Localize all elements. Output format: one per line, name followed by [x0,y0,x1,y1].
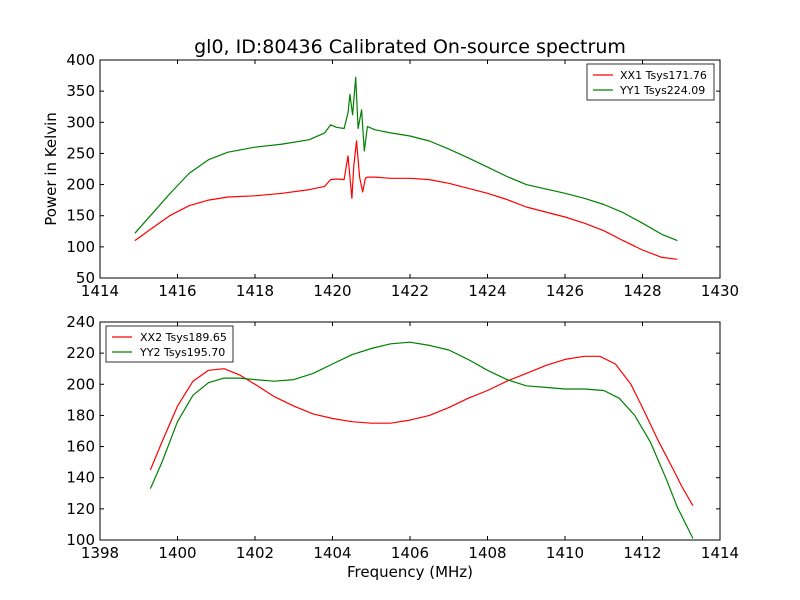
y-tick-label: 160 [66,438,95,456]
x-axis-label: Frequency (MHz) [347,563,473,581]
x-tick-label: 1412 [623,544,661,562]
top-legend-box [586,63,715,101]
y-tick-label: 100 [66,531,95,549]
bottom-plot-ticks: 1398 1400 1402 1404 1406 1408 1410 1412 1414 100 1… [66,313,739,562]
x-tick-label: 1402 [236,544,274,562]
x-tick-label: 1406 [391,544,429,562]
y-tick-label: 200 [66,176,95,194]
series-line-bottom-0 [149,355,694,506]
x-tick-label: 1404 [313,544,351,562]
y-tick-label: 100 [66,238,95,256]
y-tick-label: 200 [66,375,95,393]
y-tick-label: 50 [76,269,95,287]
top-plot-ticks: 1414 1416 1418 1420 1422 1424 1426 1428 1430 50 10… [66,51,739,300]
y-axis-label: Power in Kelvin [42,112,60,226]
x-tick-label: 1430 [701,282,739,300]
y-tick-label: 120 [66,500,95,518]
x-tick-label: 1414 [701,544,739,562]
y-tick-label: 150 [66,207,95,225]
x-tick-label: 1422 [391,282,429,300]
y-tick-label: 300 [66,113,95,131]
y-tick-label: 140 [66,469,95,487]
bottom-legend-label-yy2: YY2 Tsys195.70 [139,346,225,359]
x-tick-label: 1408 [468,544,506,562]
x-tick-label: 1418 [236,282,274,300]
series-line-top-1 [134,76,678,242]
y-tick-label: 240 [66,313,95,331]
x-tick-label: 1410 [546,544,584,562]
top-plot-series [134,76,678,260]
top-legend-label-xx1: XX1 Tsys171.76 [620,69,707,82]
y-tick-label: 220 [66,344,95,362]
top-plot: 1414 1416 1418 1420 1422 1424 1426 1428 1430 50 10… [66,51,739,300]
series-line-bottom-1 [149,341,694,539]
x-tick-label: 1428 [623,282,661,300]
x-tick-label: 1416 [158,282,196,300]
bottom-plot: 1398 1400 1402 1404 1406 1408 1410 1412 1414 100 1… [66,313,739,562]
bottom-plot-series [149,341,694,539]
x-tick-label: 1420 [313,282,351,300]
figure-title: gl0, ID:80436 Calibrated On-source spect… [194,36,626,58]
x-tick-label: 1400 [158,544,196,562]
y-tick-label: 250 [66,144,95,162]
y-tick-label: 350 [66,82,95,100]
top-plot-legend: XX1 Tsys171.76 YY1 Tsys224.09 [586,63,715,101]
bottom-plot-legend: XX2 Tsys189.65 YY2 Tsys195.70 [105,325,234,363]
x-tick-label: 1424 [468,282,506,300]
series-line-top-0 [134,140,678,260]
y-tick-label: 400 [66,51,95,69]
x-tick-label: 1414 [81,282,119,300]
bottom-legend-box [105,325,234,363]
top-legend-label-yy1: YY1 Tsys224.09 [619,84,705,97]
y-tick-label: 180 [66,406,95,424]
x-tick-label: 1398 [81,544,119,562]
x-tick-label: 1426 [546,282,584,300]
bottom-legend-label-xx2: XX2 Tsys189.65 [140,331,227,344]
